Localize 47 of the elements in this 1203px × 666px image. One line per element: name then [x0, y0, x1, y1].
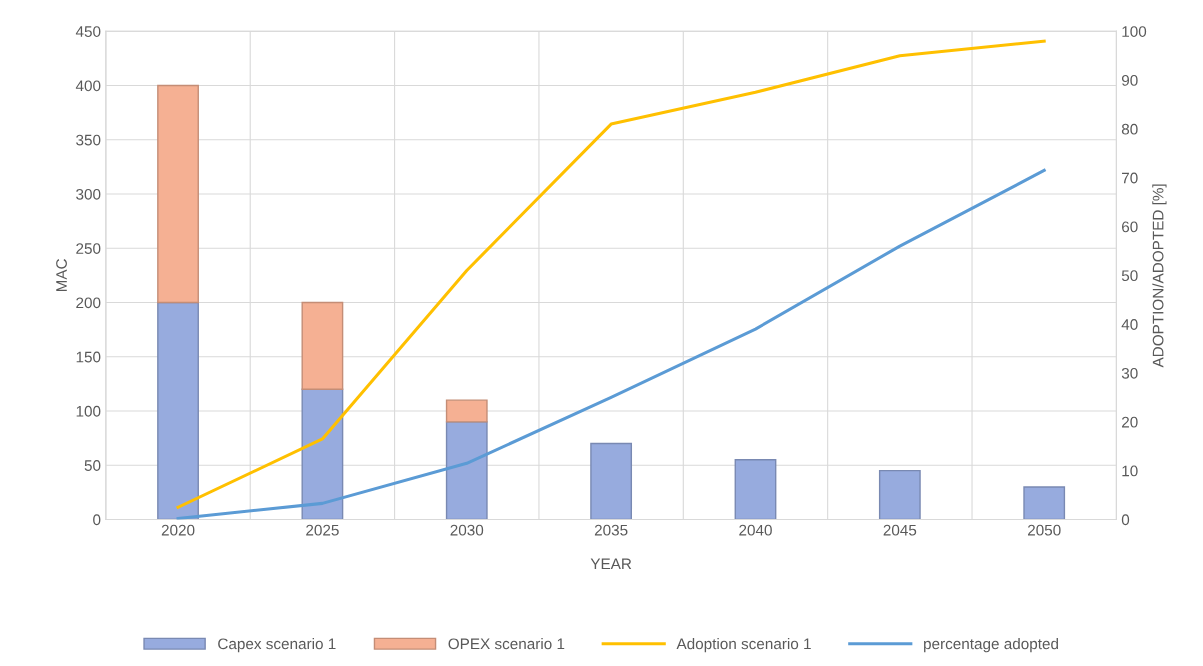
- legend-label: percentage adopted: [924, 638, 1058, 653]
- x-axis-title: YEAR: [590, 558, 632, 570]
- y-tick-label: 0: [93, 514, 101, 526]
- x-tick-label: 2030: [450, 524, 484, 536]
- y2-tick-label: 80: [1121, 123, 1138, 135]
- y2-tick-label: 100: [1122, 26, 1147, 37]
- y-tick-label: 200: [76, 297, 101, 309]
- y2-tick-label: 90: [1121, 74, 1138, 86]
- y2-tick-label: 60: [1122, 221, 1138, 233]
- x-tick-label: 2050: [1027, 524, 1061, 536]
- legend-label: OPEX scenario 1: [448, 638, 565, 650]
- bar: [301, 301, 344, 390]
- y-axis-title: MAC: [56, 259, 67, 292]
- line-series: [176, 39, 1046, 509]
- bar: [590, 442, 633, 520]
- legend-label: Capex scenario 1: [218, 638, 336, 653]
- y-tick-label: 300: [76, 188, 101, 200]
- y-tick-label: 350: [76, 134, 101, 146]
- y-tick-label: 400: [75, 80, 101, 92]
- y-tick-label: 50: [84, 460, 101, 471]
- y2-axis-title: ADOPTION/ADOPTED [%]: [1152, 184, 1167, 368]
- x-tick-label: 2045: [883, 524, 917, 536]
- y-tick-label: 450: [75, 26, 101, 37]
- y2-tick-label: 30: [1121, 367, 1138, 379]
- bar: [157, 84, 199, 304]
- bar: [1023, 486, 1066, 520]
- y2-tick-label: 10: [1122, 465, 1138, 477]
- bar: [157, 301, 199, 520]
- x-tick-label: 2040: [739, 524, 772, 536]
- y-tick-label: 250: [76, 243, 101, 254]
- y2-tick-label: 20: [1122, 416, 1138, 428]
- x-tick-label: 2035: [594, 524, 628, 536]
- bar: [734, 459, 777, 520]
- bar: [445, 399, 488, 423]
- legend-label: Adoption scenario 1: [676, 638, 811, 653]
- x-tick-label: 2025: [306, 524, 339, 536]
- bar: [878, 469, 921, 520]
- y2-tick-label: 0: [1121, 514, 1130, 526]
- y-tick-label: 150: [76, 351, 101, 363]
- y-tick-label: 100: [76, 405, 101, 417]
- line-series: [176, 168, 1046, 520]
- y2-tick-label: 70: [1122, 172, 1138, 184]
- x-tick-label: 2020: [161, 524, 195, 536]
- bar: [445, 421, 488, 520]
- bar: [301, 388, 344, 520]
- y2-tick-label: 40: [1121, 319, 1138, 330]
- y2-tick-label: 50: [1121, 270, 1138, 282]
